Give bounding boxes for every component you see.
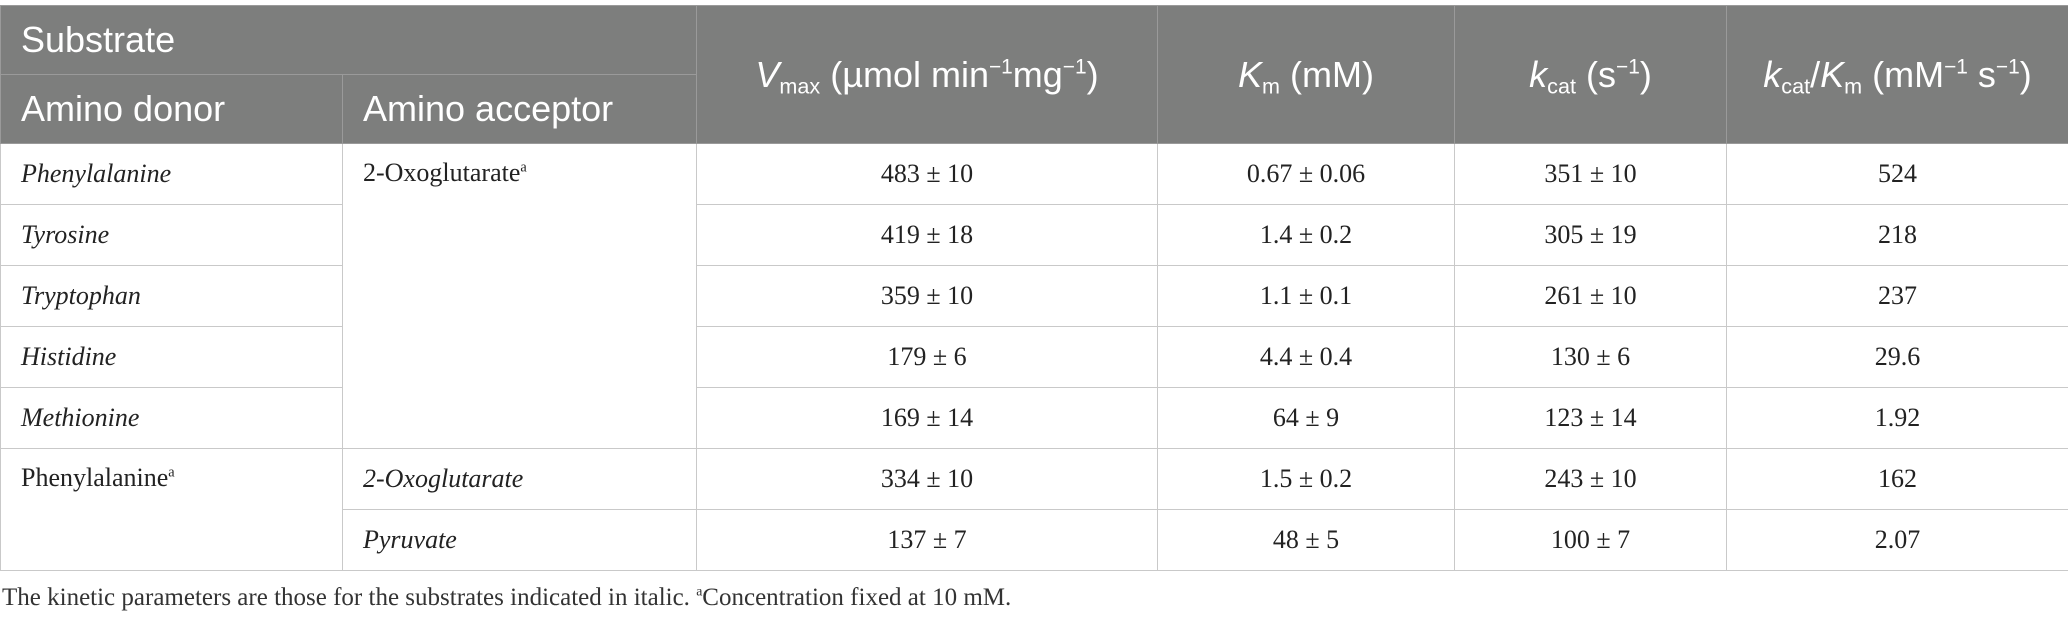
table-footnote: The kinetic parameters are those for the… [2,583,1012,611]
km-cell: 64 ± 9 [1157,387,1455,449]
table-row: Histidine 179 ± 6 4.4 ± 0.4 130 ± 6 29.6 [0,326,2068,388]
vmax-cell: 419 ± 18 [696,204,1158,266]
amino-acceptor-header: Amino acceptor [342,74,697,144]
acceptor-cell: 2-Oxoglutarate [342,448,697,510]
acceptor-cell: 2-Oxoglutaratea [342,143,697,449]
kcat-header: kcat (s−1) [1454,5,1727,144]
kcat-cell: 130 ± 6 [1454,326,1727,388]
kcat-cell: 243 ± 10 [1454,448,1727,510]
kcat-km-cell: 162 [1726,448,2068,510]
kcat-km-cell: 29.6 [1726,326,2068,388]
donor-cell: Phenylalanine [0,143,343,205]
donor-cell: Phenylalaninea [0,448,343,571]
substrate-header: Substrate [0,5,697,75]
donor-cell: Tyrosine [0,204,343,266]
table-row: Tyrosine 419 ± 18 1.4 ± 0.2 305 ± 19 218 [0,204,2068,266]
kcat-km-cell: 218 [1726,204,2068,266]
kcat-km-header: kcat/Km (mM−1 s−1) [1726,5,2068,144]
donor-cell: Methionine [0,387,343,449]
amino-donor-header: Amino donor [0,74,343,144]
vmax-cell: 483 ± 10 [696,143,1158,205]
kcat-cell: 123 ± 14 [1454,387,1727,449]
kcat-cell: 261 ± 10 [1454,265,1727,327]
kcat-km-cell: 237 [1726,265,2068,327]
donor-cell: Histidine [0,326,343,388]
km-cell: 4.4 ± 0.4 [1157,326,1455,388]
km-header: Km (mM) [1157,5,1455,144]
kcat-km-cell: 2.07 [1726,509,2068,571]
kcat-cell: 100 ± 7 [1454,509,1727,571]
km-cell: 1.1 ± 0.1 [1157,265,1455,327]
vmax-cell: 137 ± 7 [696,509,1158,571]
km-cell: 0.67 ± 0.06 [1157,143,1455,205]
table-row: Phenylalanine 2-Oxoglutaratea 483 ± 10 0… [0,143,2068,449]
vmax-cell: 334 ± 10 [696,448,1158,510]
vmax-cell: 179 ± 6 [696,326,1158,388]
table-row: Phenylalaninea 2-Oxoglutarate 334 ± 10 1… [0,448,2068,571]
table-row: Methionine 169 ± 14 64 ± 9 123 ± 14 1.92 [0,387,2068,449]
kcat-cell: 351 ± 10 [1454,143,1727,205]
km-cell: 1.4 ± 0.2 [1157,204,1455,266]
kcat-cell: 305 ± 19 [1454,204,1727,266]
km-cell: 48 ± 5 [1157,509,1455,571]
vmax-cell: 169 ± 14 [696,387,1158,449]
table-row: Pyruvate 137 ± 7 48 ± 5 100 ± 7 2.07 [1,509,2068,571]
km-cell: 1.5 ± 0.2 [1157,448,1455,510]
kcat-km-cell: 524 [1726,143,2068,205]
vmax-cell: 359 ± 10 [696,265,1158,327]
acceptor-cell: Pyruvate [342,509,697,571]
kcat-km-cell: 1.92 [1726,387,2068,449]
donor-cell: Tryptophan [0,265,343,327]
vmax-header: Vmax (µmol min−1mg−1) [696,5,1158,144]
kinetic-parameters-table: Substrate Vmax (µmol min−1mg−1) Km (mM) … [0,5,2068,571]
table-row: Tryptophan 359 ± 10 1.1 ± 0.1 261 ± 10 2… [0,265,2068,327]
